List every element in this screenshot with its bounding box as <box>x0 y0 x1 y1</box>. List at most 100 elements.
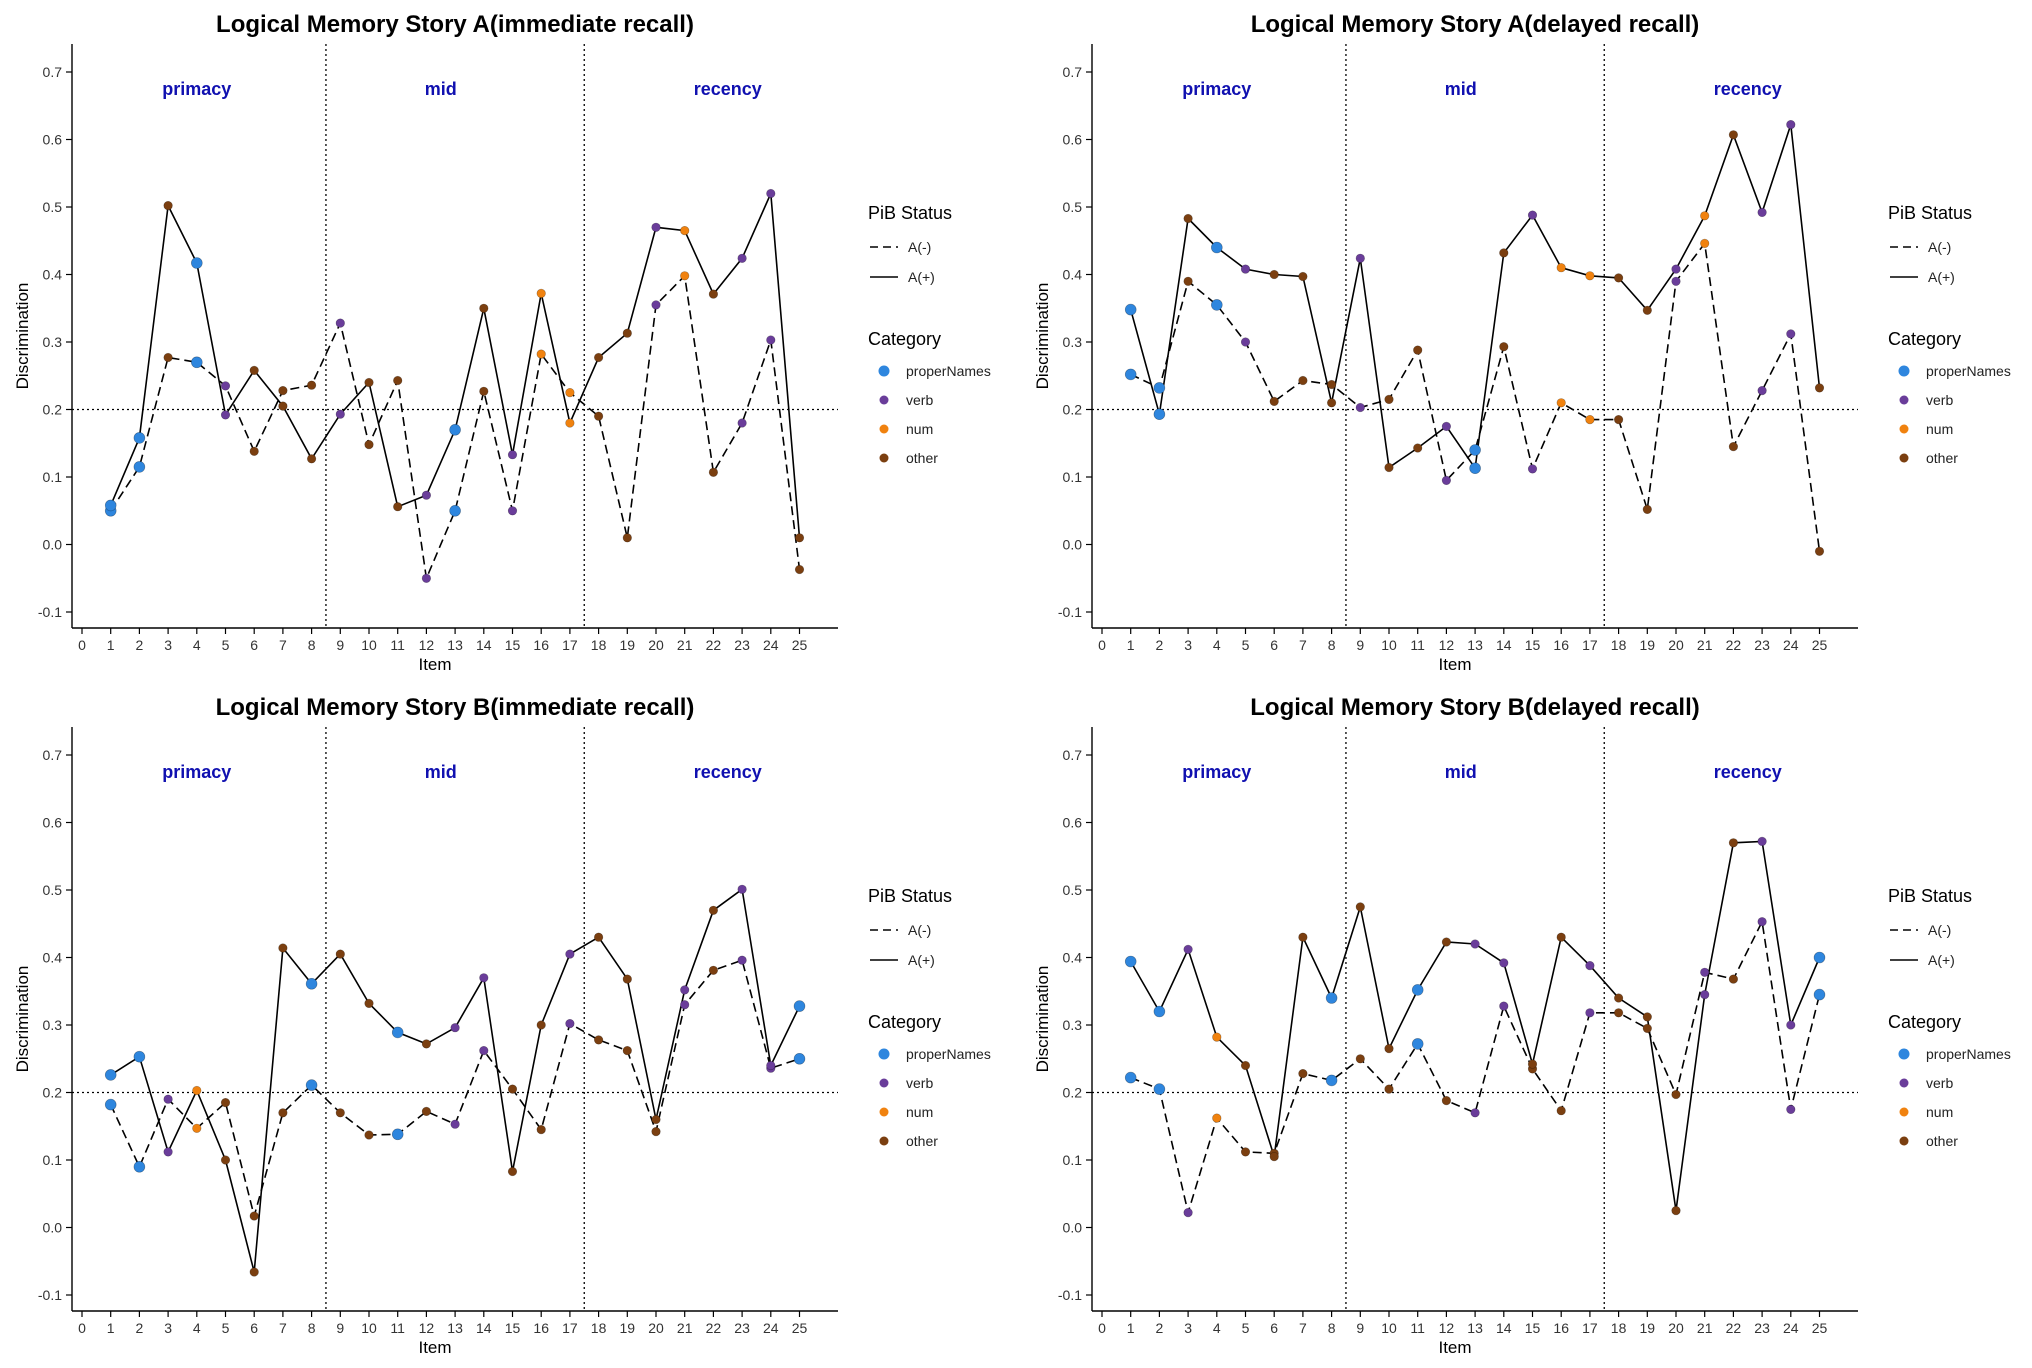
data-point-num <box>192 1123 202 1133</box>
x-tick-label: 5 <box>1242 1320 1250 1336</box>
data-point-verb <box>1183 944 1193 955</box>
series-line-a-minus <box>109 959 800 1220</box>
data-point-other <box>1384 1044 1394 1054</box>
y-tick-label: 0.3 <box>1063 334 1083 350</box>
x-tick-label: 23 <box>734 1320 750 1336</box>
legend-category-label: other <box>1926 1133 1958 1149</box>
data-point-verb <box>1786 1020 1796 1030</box>
x-tick-label: 9 <box>336 1320 344 1336</box>
x-axis-label: Item <box>1438 655 1471 674</box>
data-point-other <box>1240 1147 1251 1157</box>
data-point-other <box>1413 443 1423 453</box>
data-point-verb <box>1585 961 1595 971</box>
data-point-other <box>364 998 374 1009</box>
x-tick-label: 4 <box>1213 1320 1221 1336</box>
x-tick-label: 6 <box>1270 1320 1278 1336</box>
x-tick-label: 0 <box>1098 1320 1106 1336</box>
x-tick-label: 17 <box>562 1320 578 1336</box>
data-point-properNames <box>1211 299 1223 311</box>
series-line-a-plus <box>1130 840 1821 1211</box>
data-point-properNames <box>305 1079 318 1091</box>
data-point-verb <box>1757 836 1767 846</box>
legend-category-label: num <box>1926 421 1953 437</box>
x-axis-label: Item <box>1438 1338 1471 1357</box>
data-point-other <box>1384 462 1394 473</box>
data-point-other <box>1183 276 1193 286</box>
x-tick-label: 9 <box>1356 637 1364 653</box>
x-tick-label: 23 <box>734 637 750 653</box>
x-tick-label: 22 <box>706 1320 722 1336</box>
legend-category-label: properNames <box>1926 1046 2011 1062</box>
x-axis-label: Item <box>418 1338 451 1357</box>
data-point-verb <box>1671 264 1681 274</box>
data-point-properNames <box>133 1160 146 1173</box>
legend-status-label: A(+) <box>1928 952 1955 968</box>
data-point-verb <box>1585 1008 1595 1018</box>
y-tick-label: 0.6 <box>1063 815 1083 831</box>
series-line-a-plus <box>109 193 801 538</box>
legend-category-title: Category <box>868 1012 941 1032</box>
data-point-properNames <box>1813 988 1826 1001</box>
x-tick-label: 1 <box>107 1320 115 1336</box>
chart-title: Logical Memory Story A(immediate recall) <box>216 11 694 38</box>
legend-category-title: Category <box>1888 329 1961 349</box>
y-tick-label: 0.2 <box>1063 1085 1083 1101</box>
data-point-num <box>192 1085 202 1096</box>
data-point-other <box>1355 1054 1365 1064</box>
data-point-other <box>364 1130 374 1140</box>
y-axis-label: Discrimination <box>13 283 32 390</box>
x-tick-label: 20 <box>1668 1320 1684 1336</box>
data-point-other <box>220 1098 231 1108</box>
data-point-other <box>335 1108 345 1118</box>
y-tick-label: 0.5 <box>1063 199 1083 215</box>
y-tick-label: 0.7 <box>43 747 63 763</box>
data-point-properNames <box>449 504 461 517</box>
data-point-other <box>536 1020 546 1030</box>
x-tick-label: 16 <box>533 1320 549 1336</box>
x-tick-label: 9 <box>336 637 344 653</box>
y-tick-label: 0.4 <box>43 950 63 966</box>
data-point-other <box>1269 269 1279 280</box>
data-point-num <box>680 271 690 281</box>
data-point-other <box>1298 375 1308 386</box>
data-point-other <box>1642 504 1652 515</box>
legend-status-label: A(-) <box>1928 922 1951 938</box>
x-tick-label: 0 <box>1098 637 1106 653</box>
x-tick-label: 13 <box>447 637 463 653</box>
legend-category-key <box>1899 453 1909 463</box>
data-point-properNames <box>133 461 146 473</box>
region-label-primacy: primacy <box>1182 762 1251 782</box>
legend-category-key <box>1899 424 1909 434</box>
x-tick-label: 5 <box>222 637 230 653</box>
data-point-verb <box>1671 276 1681 286</box>
data-point-other <box>220 1155 231 1165</box>
legend-category-label: properNames <box>1926 363 2011 379</box>
data-point-other <box>1613 415 1624 425</box>
y-axis-label: Discrimination <box>1033 966 1052 1073</box>
region-label-primacy: primacy <box>162 79 231 99</box>
data-point-verb <box>766 335 776 345</box>
x-tick-label: 25 <box>1812 1320 1828 1336</box>
data-point-other <box>421 1106 432 1117</box>
data-point-verb <box>1441 475 1452 486</box>
x-tick-label: 12 <box>1439 637 1455 653</box>
data-point-num <box>1212 1032 1222 1042</box>
data-point-other <box>1642 1023 1652 1034</box>
x-tick-label: 3 <box>164 1320 172 1336</box>
x-tick-label: 21 <box>1697 1320 1713 1336</box>
x-tick-label: 14 <box>476 1320 492 1336</box>
data-point-properNames <box>191 257 203 269</box>
data-point-other <box>364 440 374 450</box>
x-tick-label: 20 <box>648 637 664 653</box>
data-point-other <box>1814 383 1825 393</box>
data-point-verb <box>507 506 518 516</box>
y-tick-label: -0.1 <box>38 604 62 620</box>
data-point-verb <box>565 1019 575 1029</box>
data-point-num <box>1700 238 1710 248</box>
x-tick-label: 19 <box>1640 637 1656 653</box>
x-tick-label: 16 <box>1553 637 1569 653</box>
data-point-verb <box>737 253 747 263</box>
y-tick-label: 0.6 <box>43 132 63 148</box>
data-point-other <box>1642 1012 1652 1022</box>
data-point-verb <box>766 1060 776 1071</box>
